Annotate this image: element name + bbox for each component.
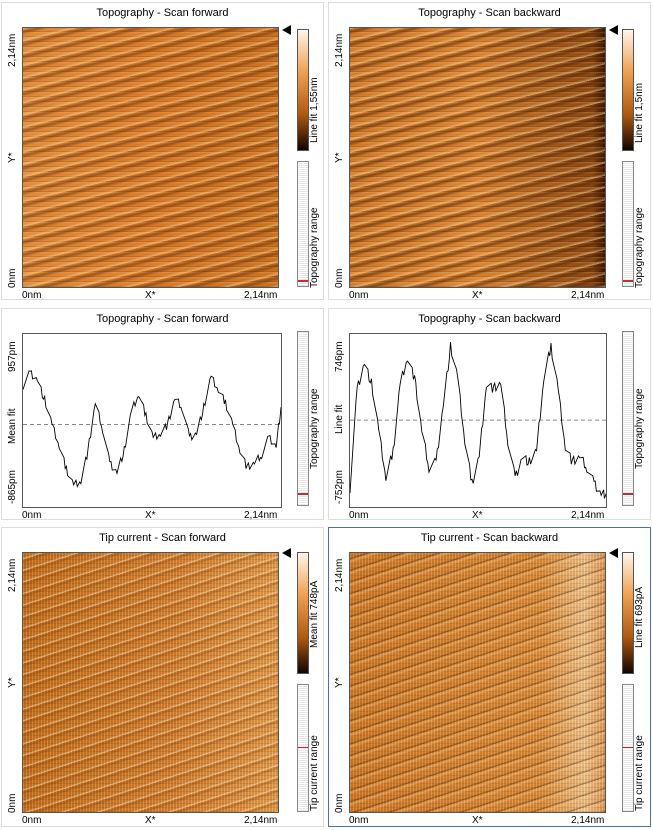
topography-forward-image[interactable] [22,27,279,288]
profile-series-line [23,370,281,488]
scan-image-current-backward [350,553,605,812]
y-end-label: 2,14nm [334,33,345,67]
profile-plot[interactable] [22,333,282,508]
range-marker [623,280,633,282]
panel-title: Topography - Scan forward [96,7,229,19]
x-axis-label: X* [472,290,483,301]
x-start-label: 0nm [22,815,42,826]
range-label: Topography range [309,388,320,469]
y-top-label: 746pm [334,341,345,372]
x-axis-label: X* [472,815,483,826]
x-end-label: 2,14nm [244,510,278,521]
colorbar-label: Line fit 693pA [634,586,645,648]
x-axis-label: X* [145,510,156,521]
y-start-label: 0nm [7,268,18,288]
x-axis-label: X* [145,815,156,826]
colorbar [622,552,634,674]
scan-image-topo-forward [23,28,278,287]
range-label: Topography range [634,207,645,288]
panel-title: Topography - Scan backward [418,313,561,325]
y-top-label: 957pm [7,341,18,372]
colorbar [297,552,309,674]
colorbar-pointer-icon[interactable] [609,25,618,35]
y-axis-label: Mean fit [7,408,18,444]
scan-image-current-forward [23,553,278,812]
colorbar-label: Line fit 1,5nm [634,82,645,143]
range-bar[interactable] [297,684,309,812]
x-axis-label: X* [472,510,483,521]
y-start-label: 0nm [334,268,345,288]
colorbar [622,29,634,151]
tip-current-backward-panel[interactable]: Tip current - Scan backward 0nm X* 2,14n… [328,527,651,827]
colorbar-pointer-icon[interactable] [282,548,291,558]
x-start-label: 0nm [349,290,369,301]
tip-current-forward-image[interactable] [22,552,279,813]
x-start-label: 0nm [22,510,42,521]
tip-current-backward-image[interactable] [349,552,606,813]
range-label: Tip current range [634,735,645,811]
x-start-label: 0nm [349,815,369,826]
x-end-label: 2,14nm [571,290,605,301]
y-bottom-label: -752pm [334,470,345,504]
range-bar[interactable] [622,161,634,287]
topography-backward-image[interactable] [349,27,606,288]
y-start-label: 0nm [334,793,345,813]
y-end-label: 2,14nm [334,558,345,592]
x-end-label: 2,14nm [244,290,278,301]
topography-backward-profile-panel: Topography - Scan backward 0nm X* 2,14nm… [328,308,651,521]
topography-backward-panel: Topography - Scan backward 0nm X* 2,14nm… [328,2,651,301]
range-bar[interactable] [622,331,634,506]
panel-title: Tip current - Scan backward [420,532,559,544]
y-bottom-label: -865pm [7,470,18,504]
y-start-label: 0nm [7,793,18,813]
range-label: Topography range [634,388,645,469]
scan-image-topo-backward [350,28,605,287]
panel-title: Tip current - Scan forward [99,532,226,544]
range-bar[interactable] [297,331,309,506]
range-marker [298,493,308,495]
y-axis-label: Line fit [334,404,345,434]
line-chart [350,342,606,499]
y-end-label: 2,14nm [7,33,18,67]
range-marker [623,493,633,495]
range-label: Tip current range [309,735,320,811]
y-axis-label: Y* [7,677,18,688]
panel-title: Topography - Scan backward [418,7,561,19]
colorbar-pointer-icon[interactable] [609,548,618,558]
x-start-label: 0nm [22,290,42,301]
x-end-label: 2,14nm [571,815,605,826]
x-axis-label: X* [145,290,156,301]
panel-title: Topography - Scan forward [96,313,229,325]
colorbar-pointer-icon[interactable] [282,25,291,35]
line-chart [23,370,281,488]
topography-forward-panel: Topography - Scan forward 0nm X* 2,14nm … [1,2,324,301]
range-marker [298,280,308,282]
topography-forward-profile-panel: Topography - Scan forward 0nm X* 2,14nm … [1,308,324,521]
range-marker [623,747,633,748]
profile-plot[interactable] [349,333,607,508]
y-axis-label: Y* [7,152,18,163]
colorbar [297,29,309,151]
x-start-label: 0nm [349,510,369,521]
range-bar[interactable] [297,161,309,287]
tip-current-forward-panel: Tip current - Scan forward 0nm X* 2,14nm… [1,527,324,827]
x-end-label: 2,14nm [244,815,278,826]
x-end-label: 2,14nm [571,510,605,521]
profile-series-line [350,342,606,499]
colorbar-label: Line fit 1,55nm [309,77,320,143]
range-label: Topography range [309,207,320,288]
y-end-label: 2,14nm [7,558,18,592]
y-axis-label: Y* [334,152,345,163]
range-bar[interactable] [622,684,634,812]
colorbar-label: Mean fit 748pA [309,580,320,648]
range-marker [298,747,308,748]
y-axis-label: Y* [334,677,345,688]
